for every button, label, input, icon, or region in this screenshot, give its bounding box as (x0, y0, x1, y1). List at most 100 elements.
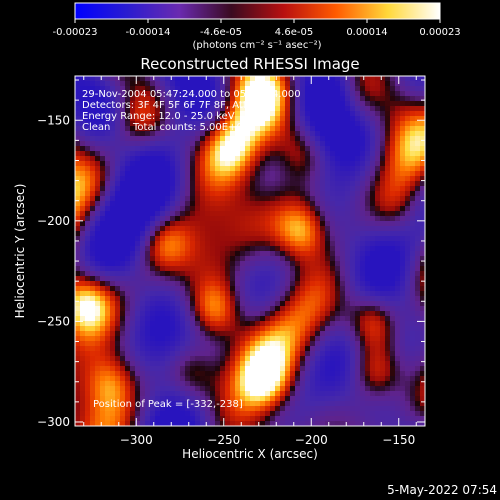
heatmap-cell (105, 271, 111, 277)
heatmap-cell (155, 231, 161, 237)
heatmap-cell (325, 236, 331, 242)
heatmap-cell (380, 246, 386, 252)
heatmap-cell (190, 101, 196, 107)
heatmap-cell (350, 106, 356, 112)
heatmap-cell (270, 181, 276, 187)
heatmap-cell (390, 181, 396, 187)
heatmap-cell (325, 141, 331, 147)
heatmap-cell (330, 246, 336, 252)
heatmap-cell (205, 136, 211, 142)
heatmap-cell (80, 206, 86, 212)
heatmap-cell (350, 391, 356, 397)
heatmap-cell (225, 91, 231, 97)
heatmap-cell (105, 116, 111, 122)
heatmap-cell (210, 111, 216, 117)
heatmap-cell (215, 366, 221, 372)
heatmap-cell (130, 346, 136, 352)
heatmap-cell (285, 176, 291, 182)
heatmap-cell (405, 81, 411, 87)
heatmap-cell (400, 196, 406, 202)
heatmap-cell (150, 266, 156, 272)
heatmap-cell (195, 301, 201, 307)
heatmap-cell (305, 116, 311, 122)
heatmap-cell (340, 156, 346, 162)
heatmap-cell (100, 381, 106, 387)
heatmap-cell (310, 321, 316, 327)
heatmap-cell (270, 386, 276, 392)
heatmap-cell (105, 371, 111, 377)
heatmap-cell (260, 261, 266, 267)
heatmap-cell (335, 281, 341, 287)
heatmap-cell (370, 151, 376, 157)
heatmap-cell (160, 116, 166, 122)
heatmap-cell (215, 416, 221, 422)
heatmap-cell (310, 261, 316, 267)
heatmap-cell (265, 401, 271, 407)
heatmap-cell (95, 176, 101, 182)
heatmap-cell (385, 201, 391, 207)
heatmap-cell (325, 126, 331, 132)
heatmap-cell (240, 191, 246, 197)
heatmap-cell (150, 421, 156, 427)
heatmap-cell (370, 321, 376, 327)
heatmap-cell (100, 186, 106, 192)
heatmap-cell (380, 351, 386, 357)
heatmap-cell (130, 291, 136, 297)
heatmap-cell (300, 401, 306, 407)
heatmap-cell (135, 76, 141, 82)
heatmap-cell (345, 351, 351, 357)
heatmap-cell (170, 156, 176, 162)
heatmap-cell (105, 391, 111, 397)
heatmap-cell (195, 191, 201, 197)
heatmap-cell (350, 156, 356, 162)
heatmap-cell (90, 136, 96, 142)
heatmap-cell (295, 211, 301, 217)
heatmap-cell (250, 411, 256, 417)
heatmap-cell (95, 376, 101, 382)
heatmap-cell (310, 216, 316, 222)
heatmap-cell (385, 396, 391, 402)
heatmap-cell (245, 96, 251, 102)
heatmap-cell (170, 276, 176, 282)
heatmap-cell (105, 411, 111, 417)
heatmap-cell (230, 281, 236, 287)
heatmap-cell (160, 156, 166, 162)
heatmap-cell (115, 296, 121, 302)
heatmap-cell (165, 366, 171, 372)
heatmap-cell (305, 406, 311, 412)
heatmap-cell (245, 341, 251, 347)
heatmap-cell (345, 136, 351, 142)
heatmap-cell (365, 351, 371, 357)
heatmap-cell (395, 286, 401, 292)
heatmap-cell (225, 226, 231, 232)
heatmap-cell (330, 116, 336, 122)
heatmap-cell (185, 416, 191, 422)
heatmap-cell (410, 91, 416, 97)
heatmap-cell (275, 241, 281, 247)
heatmap-cell (80, 176, 86, 182)
heatmap-cell (115, 216, 121, 222)
heatmap-cell (290, 311, 296, 317)
heatmap-cell (230, 231, 236, 237)
heatmap-cell (240, 141, 246, 147)
heatmap-cell (265, 111, 271, 117)
heatmap-cell (365, 286, 371, 292)
heatmap-cell (180, 111, 186, 117)
heatmap-cell (245, 101, 251, 107)
heatmap-cell (275, 136, 281, 142)
heatmap-cell (110, 306, 116, 312)
heatmap-cell (320, 126, 326, 132)
heatmap-cell (360, 421, 366, 427)
heatmap-cell (300, 166, 306, 172)
heatmap-cell (195, 341, 201, 347)
heatmap-cell (335, 116, 341, 122)
heatmap-cell (230, 326, 236, 332)
heatmap-cell (170, 141, 176, 147)
heatmap-cell (330, 81, 336, 87)
heatmap-cell (290, 211, 296, 217)
heatmap-cell (380, 381, 386, 387)
heatmap-cell (185, 346, 191, 352)
heatmap-cell (100, 366, 106, 372)
heatmap-cell (215, 326, 221, 332)
heatmap-cell (75, 126, 81, 132)
